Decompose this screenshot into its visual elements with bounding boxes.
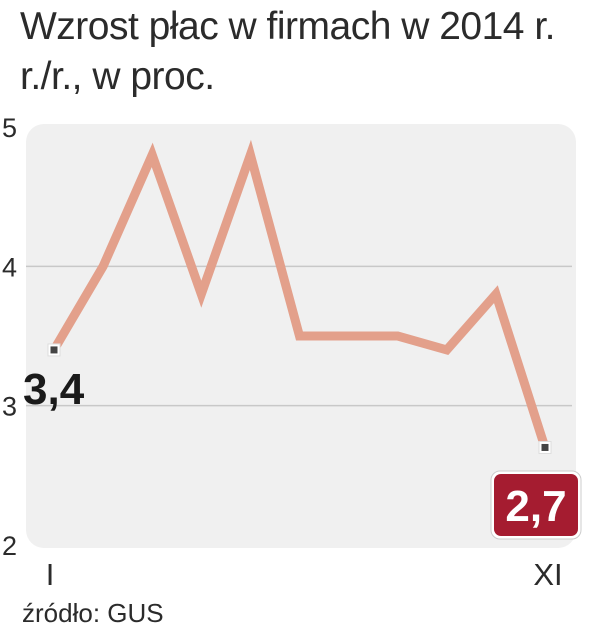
y-tick-label-2: 2 (2, 531, 17, 561)
annotations: 3,4 2,7 (23, 365, 582, 540)
data-point-end (541, 443, 549, 451)
x-tick-label-first: I (46, 557, 55, 592)
x-axis-ticks: I XI (46, 557, 563, 592)
title-line-1: Wzrost płac w firmach w 2014 r. (20, 5, 556, 48)
data-point-start (50, 346, 58, 354)
y-tick-label-4: 4 (2, 252, 17, 282)
end-value-badge (494, 474, 578, 536)
series-line (50, 139, 550, 449)
y-tick-label-5: 5 (2, 113, 17, 143)
gridlines (26, 265, 572, 407)
x-tick-label-last: XI (533, 557, 562, 592)
data-points (47, 343, 552, 454)
source-note: źródło: GUS (22, 598, 164, 628)
y-tick-label-3: 3 (2, 392, 17, 422)
y-axis-ticks: 2 3 4 5 (2, 113, 17, 561)
title-line-2: r./r., w proc. (20, 55, 215, 98)
start-value-label: 3,4 (23, 365, 85, 414)
end-value-label: 2,7 (505, 482, 566, 531)
chart-title: Wzrost płac w firmach w 2014 r. r./r., w… (20, 2, 556, 102)
